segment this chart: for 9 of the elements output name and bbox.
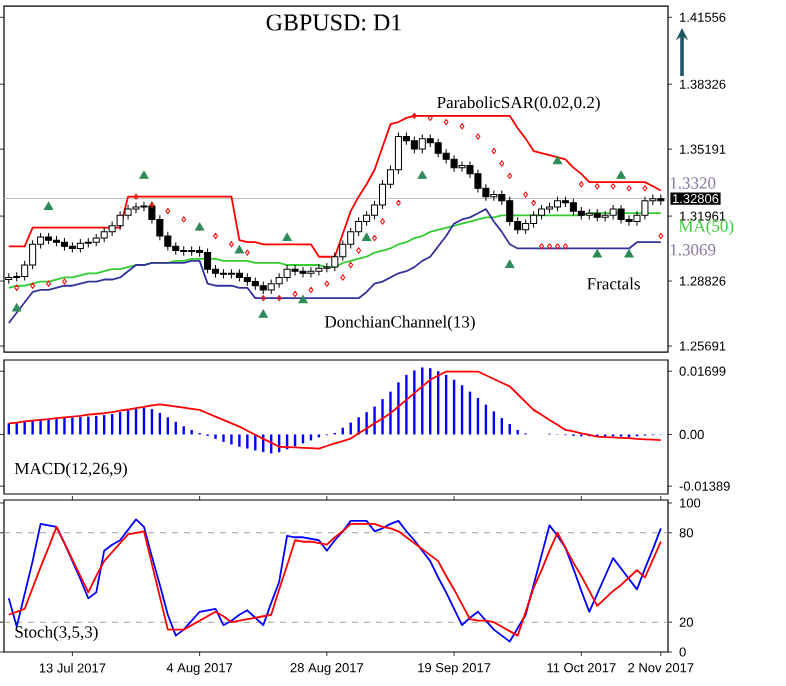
annotation: 1.3069 — [670, 244, 716, 256]
series-label: DonchianChannel(13) — [324, 315, 475, 332]
chart-title: GBPUSD: D1 — [266, 14, 401, 31]
annotation: 1.3320 — [670, 177, 716, 189]
series-label: MA(50) — [678, 219, 734, 236]
series-label: Fractals — [587, 277, 640, 290]
series-label: ParabolicSAR(0.02,0.2) — [437, 96, 600, 112]
series-label: MACD(12,26,9) — [14, 462, 127, 478]
series-label: Stoch(3,5,3) — [15, 625, 98, 642]
